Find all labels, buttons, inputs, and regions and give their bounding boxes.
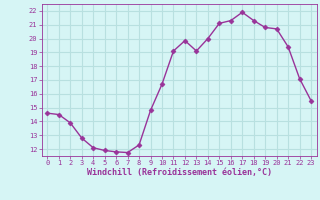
X-axis label: Windchill (Refroidissement éolien,°C): Windchill (Refroidissement éolien,°C) <box>87 168 272 177</box>
